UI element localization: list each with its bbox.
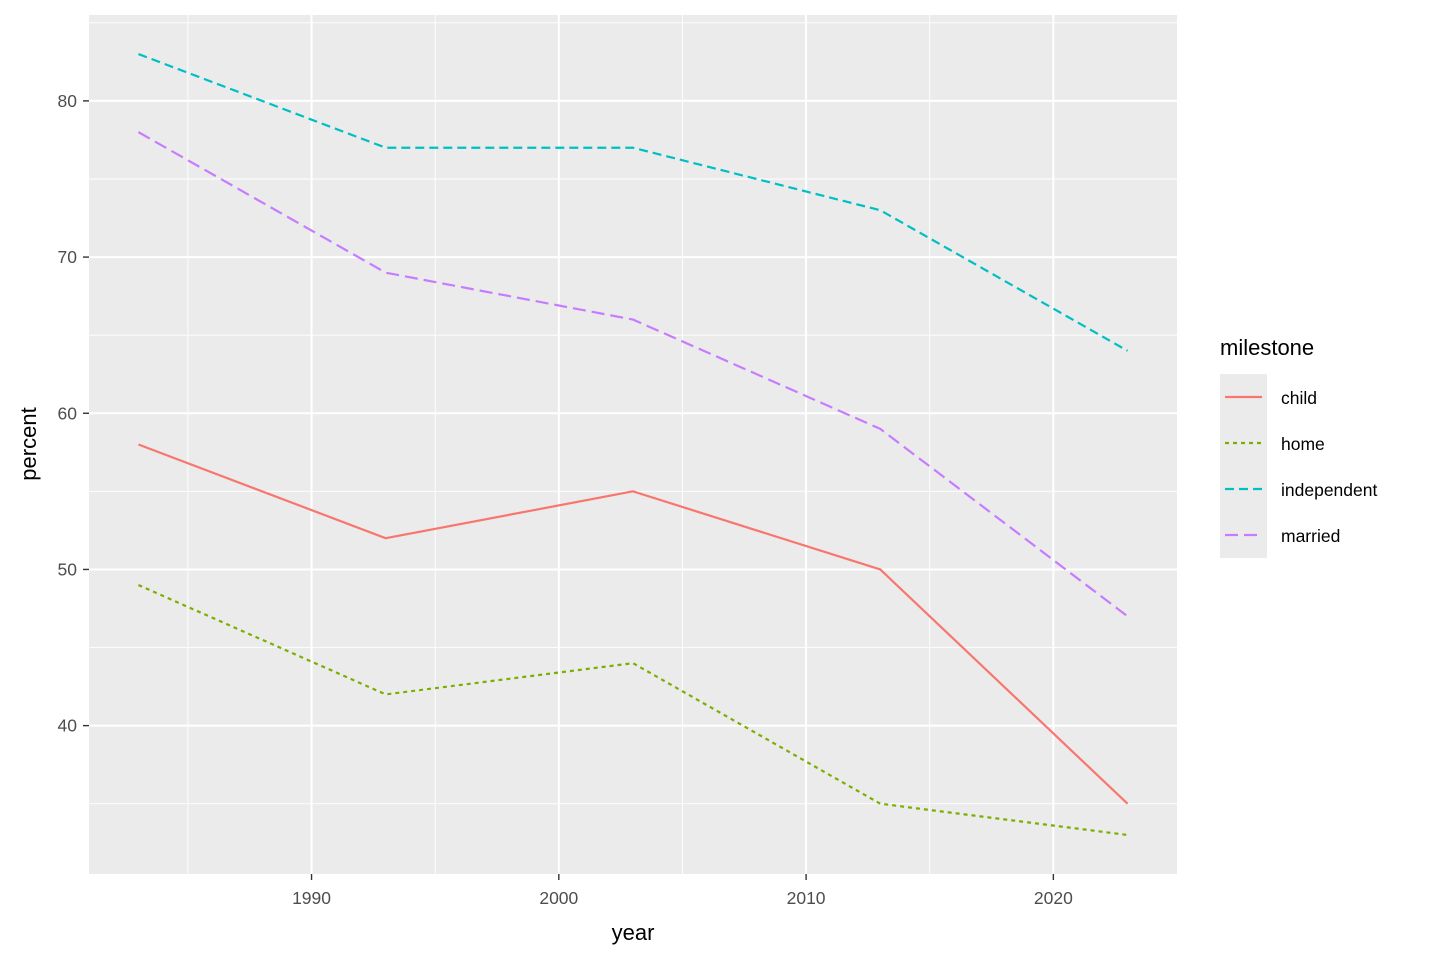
- y-tick-label: 50: [58, 559, 78, 579]
- legend-items: child home independent married: [1225, 388, 1377, 546]
- y-tick-label: 60: [58, 403, 78, 423]
- grid-major: [89, 15, 1177, 874]
- legend: milestone child home independent married: [1220, 335, 1377, 558]
- plot-panel: [89, 15, 1177, 874]
- y-tick-label: 80: [58, 91, 78, 111]
- legend-title: milestone: [1220, 335, 1314, 360]
- legend-label-child: child: [1281, 388, 1317, 408]
- y-tick-label: 70: [58, 247, 78, 267]
- series-lines: [137, 53, 1129, 837]
- x-tick-label: 2000: [539, 888, 578, 908]
- series-line-child: [138, 443, 1129, 805]
- x-axis: 1990 2000 2010 2020: [292, 874, 1073, 908]
- series-line-independent: [138, 53, 1129, 352]
- y-tick-label: 40: [58, 716, 78, 736]
- series-line-married: [137, 131, 1129, 618]
- x-tick-label: 2010: [787, 888, 826, 908]
- legend-label-independent: independent: [1281, 480, 1377, 500]
- x-tick-label: 1990: [292, 888, 331, 908]
- grid-minor: [89, 15, 1177, 874]
- y-axis: 40 50 60 70 80: [58, 91, 89, 736]
- legend-key-background: [1220, 374, 1267, 558]
- y-axis-title: percent: [16, 407, 41, 480]
- x-tick-label: 2020: [1034, 888, 1073, 908]
- x-axis-title: year: [612, 920, 655, 945]
- legend-label-married: married: [1281, 526, 1340, 546]
- legend-label-home: home: [1281, 434, 1325, 454]
